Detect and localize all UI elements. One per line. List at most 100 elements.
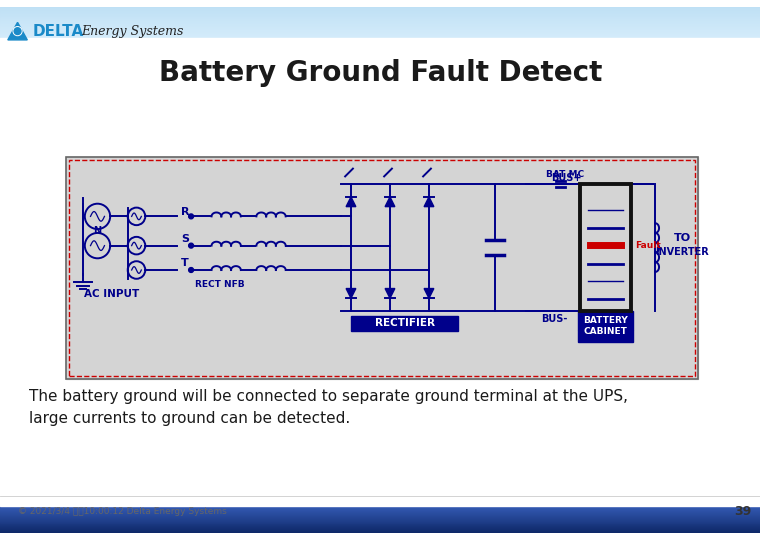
- Bar: [0, 9, 760, 10]
- Bar: [0, 14, 760, 15]
- Text: Fault: Fault: [635, 240, 661, 249]
- Text: RECT NFB: RECT NFB: [195, 280, 245, 289]
- Text: Battery Ground Fault Detect: Battery Ground Fault Detect: [158, 59, 602, 87]
- Bar: [0, 37, 760, 38]
- Bar: [0, 19, 760, 21]
- Bar: [0, 516, 760, 517]
- Bar: [0, 29, 760, 30]
- Bar: [0, 53, 760, 55]
- Bar: [0, 58, 760, 59]
- Circle shape: [14, 28, 21, 35]
- Bar: [578, 330, 633, 342]
- Polygon shape: [8, 22, 27, 40]
- Bar: [0, 15, 760, 16]
- Bar: [0, 529, 760, 530]
- Bar: [0, 44, 760, 45]
- Bar: [0, 34, 760, 35]
- Bar: [0, 25, 760, 26]
- Bar: [0, 17, 760, 18]
- Bar: [0, 45, 760, 46]
- Bar: [0, 63, 760, 64]
- Bar: [0, 8, 760, 9]
- Bar: [0, 52, 760, 53]
- Bar: [0, 46, 760, 47]
- Text: BATTERY: BATTERY: [583, 316, 628, 325]
- Bar: [0, 32, 760, 33]
- Bar: [0, 507, 760, 508]
- Text: BUS+: BUS+: [551, 173, 581, 184]
- Bar: [0, 55, 760, 56]
- Text: AC INPUT: AC INPUT: [84, 289, 140, 299]
- Bar: [0, 528, 760, 529]
- Bar: [0, 60, 760, 62]
- Polygon shape: [346, 288, 356, 298]
- Bar: [0, 35, 760, 36]
- Text: DELTA: DELTA: [32, 24, 83, 39]
- Bar: [0, 28, 760, 29]
- Circle shape: [189, 267, 193, 273]
- Bar: [0, 18, 760, 19]
- Text: INVERTER: INVERTER: [655, 247, 709, 258]
- Bar: [0, 50, 760, 51]
- Bar: [0, 30, 760, 31]
- Bar: [0, 16, 760, 17]
- Circle shape: [13, 27, 22, 36]
- Text: T: T: [181, 258, 189, 268]
- Bar: [0, 526, 760, 528]
- Bar: [578, 311, 633, 330]
- Text: R: R: [181, 206, 190, 217]
- Bar: [0, 519, 760, 521]
- Bar: [0, 532, 760, 533]
- Polygon shape: [385, 288, 395, 298]
- Bar: [0, 33, 760, 34]
- Text: TO: TO: [674, 233, 691, 243]
- Bar: [0, 511, 760, 512]
- Bar: [0, 43, 760, 44]
- Bar: [0, 7, 760, 8]
- Bar: [0, 522, 760, 523]
- Text: The battery ground will be connected to separate ground terminal at the UPS,: The battery ground will be connected to …: [29, 389, 628, 404]
- Bar: [0, 27, 760, 28]
- Bar: [0, 517, 760, 518]
- Bar: [0, 513, 760, 514]
- Bar: [0, 24, 760, 25]
- Bar: [0, 64, 760, 65]
- Text: large currents to ground can be detected.: large currents to ground can be detected…: [29, 411, 350, 426]
- Bar: [0, 40, 760, 41]
- Bar: [580, 184, 631, 311]
- Bar: [69, 160, 695, 376]
- Text: RECTIFIER: RECTIFIER: [374, 318, 434, 328]
- Polygon shape: [385, 197, 395, 207]
- Bar: [0, 518, 760, 519]
- Text: Energy Systems: Energy Systems: [81, 25, 183, 38]
- Bar: [0, 531, 760, 532]
- Polygon shape: [424, 197, 434, 207]
- Bar: [0, 514, 760, 515]
- Bar: [0, 12, 760, 14]
- Bar: [0, 515, 760, 516]
- Bar: [0, 39, 760, 40]
- Polygon shape: [424, 288, 434, 298]
- Bar: [0, 42, 760, 43]
- Bar: [0, 23, 760, 24]
- Bar: [0, 48, 760, 49]
- Bar: [0, 521, 760, 522]
- Bar: [0, 11, 760, 12]
- Bar: [0, 21, 760, 22]
- Bar: [0, 509, 760, 510]
- Polygon shape: [346, 197, 356, 207]
- Bar: [0, 26, 760, 27]
- Circle shape: [189, 214, 193, 219]
- Text: 39: 39: [734, 505, 751, 518]
- Bar: [66, 157, 698, 379]
- Bar: [0, 31, 760, 32]
- Bar: [0, 62, 760, 63]
- Bar: [0, 41, 760, 42]
- Bar: [0, 525, 760, 526]
- Bar: [66, 157, 698, 379]
- Text: BAT MC: BAT MC: [546, 170, 584, 179]
- Bar: [0, 508, 760, 509]
- Bar: [0, 49, 760, 50]
- Bar: [0, 38, 760, 506]
- Bar: [0, 524, 760, 525]
